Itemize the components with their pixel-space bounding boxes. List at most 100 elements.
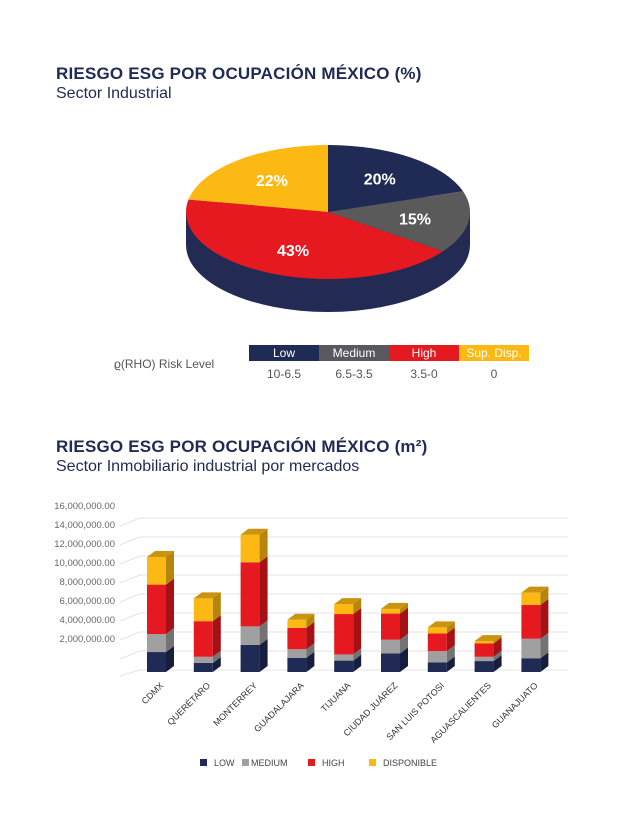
bar-top — [381, 602, 408, 609]
pie-chart-title: RIESGO ESG POR OCUPACIÓN MÉXICO (%) — [56, 64, 422, 83]
bar-segment-high — [287, 627, 307, 650]
bar-segment-disponible — [427, 627, 447, 634]
gridline — [119, 612, 141, 622]
bar-segment-side — [493, 650, 502, 662]
bar-segment-side — [493, 655, 502, 672]
bar-top — [521, 586, 549, 593]
risk-level-name: High — [389, 345, 459, 361]
bar-segment-medium — [521, 638, 541, 659]
bar-top — [474, 635, 502, 642]
pie-slice — [188, 145, 328, 212]
y-tick-label: 6,000,000.00 — [60, 596, 115, 607]
bar-segment-side — [212, 656, 221, 672]
bar-segment-side — [540, 652, 549, 672]
bar-segment-side — [212, 615, 221, 657]
legend-swatch — [308, 759, 315, 766]
bar-segment-high — [240, 562, 260, 627]
bar-segment-medium — [474, 656, 494, 662]
bar-top — [147, 551, 174, 558]
risk-level-high: High 3.5-0 — [389, 345, 459, 381]
risk-level-low: Low 10-6.5 — [249, 345, 319, 381]
gridline — [119, 574, 141, 584]
bar-top — [427, 621, 455, 628]
gridline — [119, 631, 141, 641]
pie-chart: 20% 15% 43% 22% — [186, 145, 470, 312]
bar-segment-high — [334, 614, 354, 655]
bar-segment-side — [259, 528, 268, 563]
bar-segment-low — [474, 661, 494, 672]
gridline — [119, 669, 141, 677]
bar-segment-side — [493, 635, 502, 644]
x-category-label: MONTERREY — [211, 680, 259, 728]
bar-top — [193, 592, 221, 599]
bar-segment-side — [540, 599, 549, 639]
bar-segment-side — [353, 608, 362, 655]
y-tick-label: 8,000,000.00 — [60, 577, 115, 588]
bar-segment-medium — [240, 626, 260, 645]
bar-segment-side — [540, 632, 549, 659]
bar-segment-side — [306, 621, 315, 650]
bar-segment-side — [493, 637, 502, 657]
y-tick-label: 14,000,000.00 — [54, 520, 115, 531]
bar-segment-medium — [381, 639, 400, 654]
bar-segment-low — [240, 644, 260, 672]
bar-segment-medium — [334, 654, 354, 661]
bar-segment-side — [400, 647, 408, 672]
x-category-label: TIJUANA — [319, 680, 353, 714]
bar-segment-side — [306, 613, 315, 628]
bar-segment-medium — [193, 656, 213, 663]
risk-level-sup-disp: Sup. Disp. 0 — [459, 345, 529, 381]
bar-segment-medium — [427, 651, 447, 663]
bar-segment-high — [427, 633, 447, 652]
bar-segment-side — [446, 627, 455, 652]
legend-label: HIGH — [322, 758, 345, 768]
x-category-label: GUANAJUATO — [490, 680, 540, 730]
bar-segment-side — [166, 578, 174, 634]
x-category-label: CDMX — [140, 680, 166, 706]
bar-segment-medium — [287, 649, 307, 658]
bar-segment-side — [446, 656, 455, 672]
legend-label: MEDIUM — [251, 758, 288, 768]
bar-top — [334, 598, 362, 605]
gridline — [119, 593, 141, 603]
legend-swatch — [242, 759, 249, 766]
bar-segment-side — [212, 650, 221, 663]
gridline — [119, 517, 141, 527]
y-tick-label: 2,000,000.00 — [60, 634, 115, 645]
bar-segment-side — [212, 592, 221, 622]
risk-level-range: 0 — [490, 367, 498, 381]
bar-segment-side — [446, 621, 455, 634]
legend-swatch — [369, 759, 376, 766]
x-category-label: GUADALAJARA — [252, 680, 306, 734]
bar-segment-high — [521, 605, 541, 639]
bar-segment-side — [353, 598, 362, 615]
pie-slice — [186, 199, 443, 279]
legend-swatch — [200, 759, 207, 766]
bar-segment-disponible — [521, 592, 541, 606]
pie-slice-label: 20% — [364, 171, 396, 188]
bar-segment-side — [306, 651, 315, 672]
bar-segment-side — [259, 556, 268, 627]
bar-segment-medium — [147, 634, 166, 653]
bar-segment-low — [334, 660, 354, 672]
bar-segment-side — [259, 638, 268, 672]
bar-segment-side — [400, 607, 408, 640]
pie-slice — [328, 191, 470, 252]
bar-segment-low — [381, 653, 400, 672]
bar-segment-side — [166, 551, 174, 585]
bar-segment-low — [147, 652, 166, 672]
bar-segment-side — [353, 654, 362, 672]
bar-segment-disponible — [147, 557, 166, 585]
gridline — [119, 650, 141, 660]
bar-segment-disponible — [334, 604, 354, 615]
bar-top — [287, 613, 315, 620]
legend-label: DISPONIBLE — [383, 758, 437, 768]
bar-segment-low — [427, 662, 447, 672]
bar-segment-low — [193, 662, 213, 672]
pie-slice-label: 43% — [277, 243, 309, 260]
bar-segment-high — [193, 621, 213, 657]
y-tick-label: 12,000,000.00 — [54, 539, 115, 550]
bar-segment-disponible — [474, 641, 494, 644]
